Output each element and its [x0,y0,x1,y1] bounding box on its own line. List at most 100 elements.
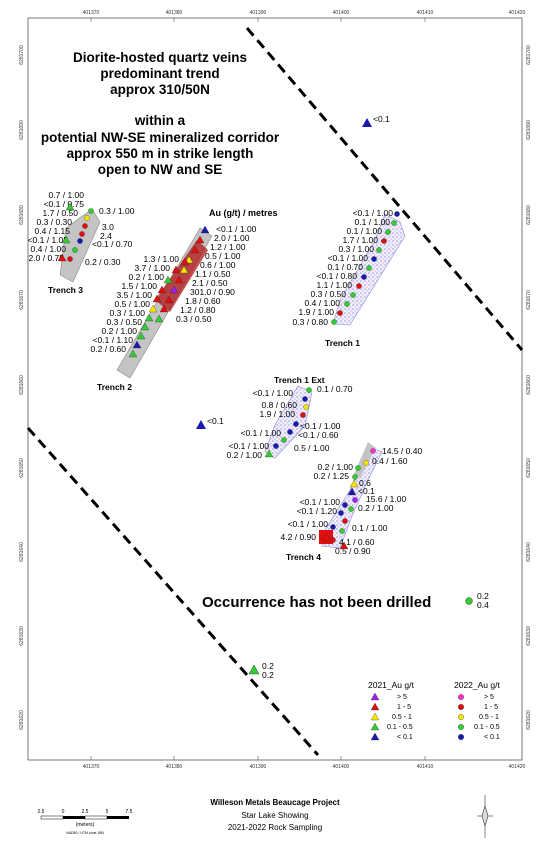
sample-label: 1.5 / 1.00 [122,281,158,291]
trench-1-ext-label: Trench 1 Ext [274,375,325,385]
legend-swatch-circle [458,714,464,720]
legend-swatch-circle [458,704,464,710]
x-tick-label: 401380 [166,10,183,16]
sample-marker-circle [394,211,400,217]
sample-marker-circle [67,256,73,262]
trench-3-labels-left: 0.7 / 1.00 <0.1 / 0.75 1.7 / 0.50 0.3 / … [28,190,85,263]
trench-3-outline [59,208,101,283]
y-tick-label: 6281660 [526,375,532,395]
trench-2-markers [128,225,210,358]
sample-marker-circle [356,283,362,289]
sample-marker-circle [355,465,361,471]
y-tick-label: 6281640 [526,542,532,562]
sample-marker-circle [385,229,391,235]
legend-class-label: > 5 [484,694,494,701]
sample-label: 2.0 / 0.75 [29,253,65,263]
title-line: open to NW and SE [98,162,223,177]
y-tick-label: 6281640 [19,542,25,562]
sample-label: 0.2 / 1.00 [227,450,263,460]
sample-marker-circle [465,597,473,605]
footer-project: Willeson Metals Beaucage Project [210,798,340,807]
corridor-boundary-sw [26,427,320,756]
title-line: within a [134,113,186,128]
sample-marker-circle [342,518,348,524]
sample-marker-circle [361,274,367,280]
sample-label: <0.1 [207,416,224,426]
sample-marker-triangle [159,304,169,313]
legend-class-label: 0.1 - 0.5 [387,724,413,731]
sample-marker-circle [363,460,369,466]
x-tick-label: 401400 [333,764,350,770]
sample-marker-circle [293,421,299,427]
sample-label: 0.1 / 0.70 [328,262,364,272]
sample-label: 301.0 / 0.90 [190,287,235,297]
footer-showing: Star Lake Showing [241,811,309,820]
sample-marker-circle [306,387,312,393]
y-tick-label: 6281660 [19,375,25,395]
sample-label: 1.2 / 0.80 [180,305,216,315]
title-line: predominant trend [100,66,219,81]
sample-marker-circle [330,537,336,543]
legend-class-label: 0.5 - 1 [392,714,412,721]
frame-ticks [90,18,426,760]
sample-label: 0.2 / 1.00 [129,272,165,282]
y-tick-label: 6281700 [19,45,25,65]
sample-label: 1.1 / 1.00 [317,280,353,290]
y-tick-label: 6281650 [19,458,25,478]
sample-label: 2.1 / 0.50 [192,278,228,288]
sample-marker-circle [370,448,376,454]
y-tick-label: 6281700 [526,45,532,65]
trench-1-labels: <0.1 / 1.00 0.1 / 1.00 0.1 / 1.00 1.7 / … [293,208,394,327]
sample-marker-circle [348,506,354,512]
trench-3-label: Trench 3 [48,285,83,295]
title-line: approx 550 m in strike length [67,146,254,161]
sample-label: 0.2 [477,591,489,601]
trench-4-markers [322,448,376,550]
legend-swatch-triangle [370,692,380,701]
sample-marker-triangle [154,314,164,323]
legend-swatch-circle [458,734,464,740]
x-tick-label: 401370 [83,10,100,16]
sample-label: 0.3 / 0.30 [37,217,73,227]
sample-label: 0.3 / 1.00 [99,206,135,216]
sample-marker-circle [344,301,350,307]
trench-2-hatch [155,240,208,312]
legend-swatch-triangle [370,702,380,711]
sample-label: 0.2 / 1.00 [102,326,138,336]
sample-marker-triangle [180,257,190,266]
occurrence-note: Occurrence has not been drilled [202,594,431,611]
sample-marker-triangle [347,487,357,496]
sample-label: 1.2 / 1.00 [210,242,246,252]
trench-4-label: Trench 4 [286,552,321,562]
sample-label: <0.1 / 0.70 [92,239,133,249]
title-line: approx 310/50N [110,82,210,97]
trench-2-label: Trench 2 [97,382,132,392]
sample-marker-triangle [362,118,372,127]
sample-label: 0.7 / 1.00 [49,190,85,200]
sample-label: 0.5 / 1.00 [115,299,151,309]
sample-label: <0.1 / 1.00 [288,519,329,529]
sample-marker-triangle [200,225,210,234]
sample-label: 0.5 / 1.00 [205,251,241,261]
sample-label: 3.5 / 1.00 [117,290,153,300]
legend-class-label: > 5 [397,694,407,701]
legend-class-label: 1 - 5 [397,704,411,711]
trench-4-labels-left: 0.2 / 1.00 0.2 / 1.25 <0.1 / 1.00 <0.1 /… [281,462,354,542]
sample-marker-triangle [148,304,158,313]
legend-class-label: 1 - 5 [484,704,498,711]
title-line: potential NW-SE mineralized corridor [41,130,280,145]
legend-class-label: 0.5 - 1 [479,714,499,721]
legend-swatch-circle [458,694,464,700]
trench-1-ext-outline [264,385,313,459]
north-arrow-icon [477,795,493,838]
trench-4-outline [321,447,383,549]
scale-unit: (meters) [76,822,95,828]
sample-marker-triangle [174,275,184,284]
sample-marker-circle [82,223,88,229]
sample-label: 0.6 / 1.00 [200,260,236,270]
sample-label: 0.5 / 1.00 [294,443,330,453]
sample-label: 0.8 / 0.60 [262,400,298,410]
sample-label: <0.1 / 1.00 [353,208,394,218]
y-tick-label: 6281680 [526,205,532,225]
